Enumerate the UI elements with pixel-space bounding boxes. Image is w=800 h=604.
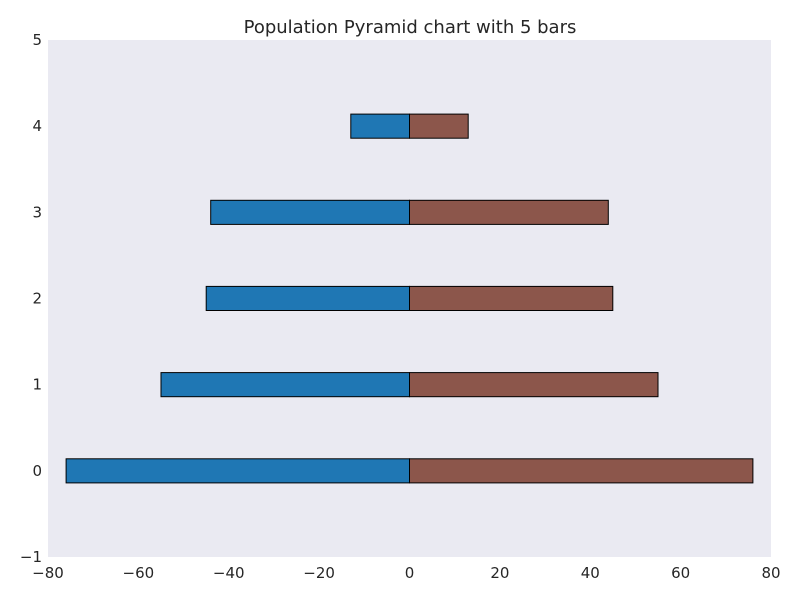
- x-tick-label: −20: [303, 564, 335, 582]
- left-bar-3: [210, 199, 410, 225]
- x-tick-label: 80: [761, 564, 780, 582]
- y-tick-label: 4: [32, 117, 42, 135]
- left-bar-2: [205, 285, 410, 311]
- right-bar-0: [409, 458, 754, 484]
- right-bar-2: [409, 285, 614, 311]
- x-tick-label: −80: [32, 564, 64, 582]
- y-tick-label: 2: [32, 290, 42, 308]
- x-tick-label: 0: [405, 564, 415, 582]
- x-tick-label: −40: [213, 564, 245, 582]
- y-tick-label: 5: [32, 31, 42, 49]
- y-tick-label: 0: [32, 462, 42, 480]
- y-tick-label: −1: [20, 548, 42, 566]
- x-tick-label: 20: [490, 564, 509, 582]
- left-bar-1: [160, 372, 410, 398]
- y-axis-ticks: −1 0 1 2 3 4 5: [20, 31, 42, 566]
- right-bar-1: [409, 372, 659, 398]
- bars-group: [65, 113, 754, 484]
- x-axis-ticks: −80 −60 −40 −20 0 20 40 60 80: [32, 564, 780, 582]
- x-tick-label: 60: [671, 564, 690, 582]
- x-tick-label: 40: [581, 564, 600, 582]
- right-bar-4: [409, 113, 469, 139]
- y-tick-label: 3: [32, 203, 42, 221]
- right-bar-3: [409, 199, 609, 225]
- left-bar-0: [65, 458, 410, 484]
- left-bar-4: [350, 113, 410, 139]
- chart-title: Population Pyramid chart with 5 bars: [244, 17, 577, 38]
- x-tick-label: −60: [123, 564, 155, 582]
- y-tick-label: 1: [32, 376, 42, 394]
